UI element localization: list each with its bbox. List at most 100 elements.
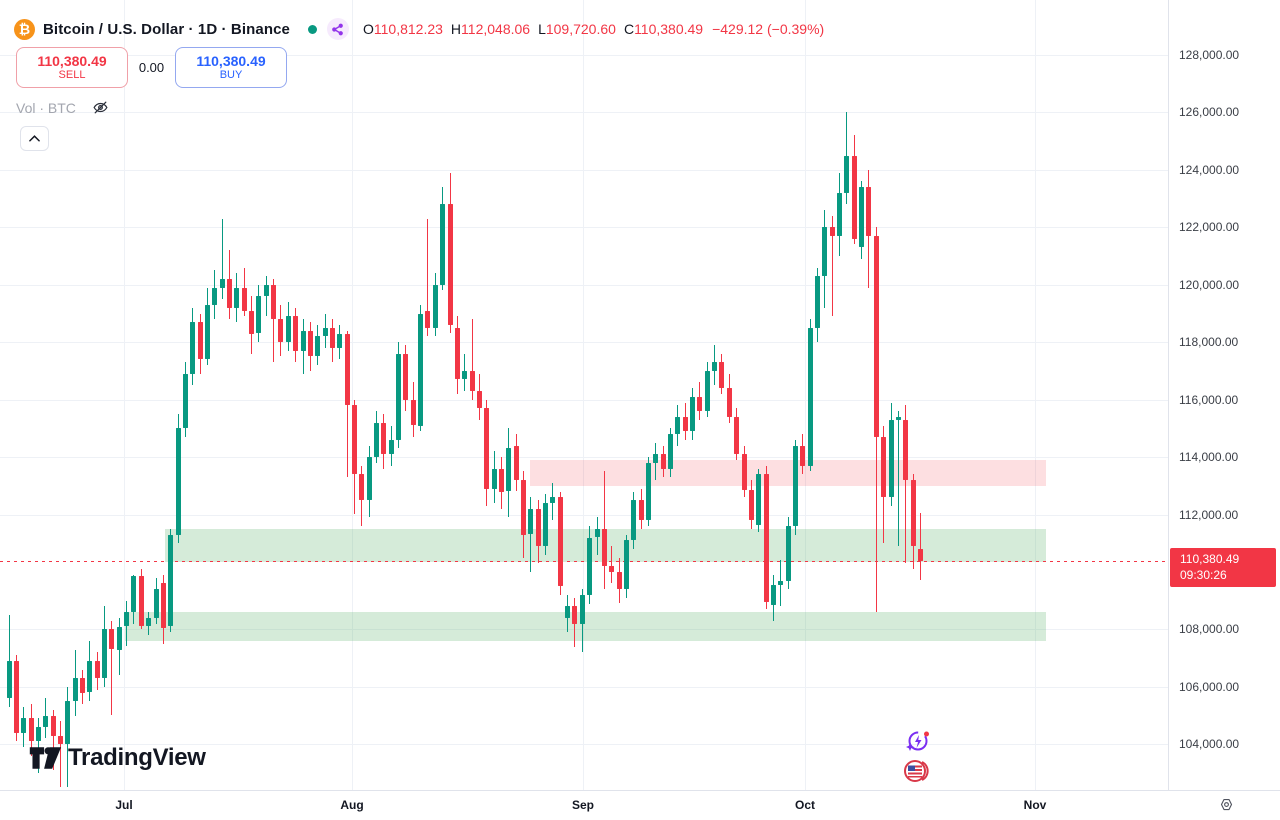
candle: [322, 327, 328, 337]
candle: [484, 408, 490, 489]
candle: [447, 204, 453, 325]
candle: [168, 534, 174, 627]
candle: [609, 566, 615, 572]
ai-event-icon[interactable]: [904, 728, 931, 760]
candle: [623, 540, 629, 590]
eye-off-icon[interactable]: [92, 99, 109, 116]
candle-wick: [905, 405, 907, 564]
open-label: O: [362, 21, 374, 37]
candle: [234, 287, 240, 308]
axis-settings-gear-icon[interactable]: [1219, 797, 1234, 817]
candle: [785, 526, 791, 581]
current-price-tag: 110,380.49 09:30:26: [1170, 548, 1276, 588]
month-label: Oct: [794, 798, 816, 812]
candle: [13, 660, 19, 733]
candle: [359, 474, 365, 501]
candle: [572, 606, 578, 624]
candle: [778, 580, 784, 585]
candle: [50, 715, 56, 736]
candle: [138, 576, 144, 627]
candle: [756, 474, 762, 525]
candle: [888, 419, 894, 498]
candle: [866, 187, 872, 236]
candle: [807, 327, 813, 466]
candle: [344, 333, 350, 406]
price-tick-label: 124,000.00: [1179, 162, 1240, 177]
candle: [227, 279, 232, 308]
candle: [565, 606, 571, 618]
candle: [72, 678, 78, 702]
candle: [690, 396, 695, 432]
candle: [903, 419, 909, 480]
candle: [197, 322, 203, 360]
candle: [800, 445, 806, 466]
price-tick-label: 112,000.00: [1179, 507, 1239, 522]
share-icon[interactable]: [326, 18, 349, 40]
h-gridline: [0, 686, 1168, 688]
spread-value: 0.00: [138, 60, 165, 75]
low-label: L: [538, 21, 546, 37]
h-gridline: [0, 399, 1168, 401]
candle: [403, 353, 409, 400]
resistance-zone[interactable]: [530, 459, 1046, 486]
candle: [241, 287, 247, 311]
h-gridline: [0, 342, 1168, 344]
support-zone[interactable]: [125, 612, 1046, 641]
v-gridline: [1035, 0, 1036, 790]
current-price-dotted-line: [0, 561, 1168, 562]
sell-button[interactable]: 110,380.49 SELL: [16, 47, 128, 88]
v-gridline: [805, 0, 806, 790]
candle: [822, 227, 828, 277]
collapse-panel-button[interactable]: [20, 126, 49, 151]
candle: [80, 678, 85, 693]
candle: [307, 330, 313, 357]
time-axis[interactable]: Jul Aug Sep Oct Nov: [0, 790, 1280, 820]
candle: [337, 333, 343, 348]
candle: [837, 192, 842, 236]
candle: [535, 508, 541, 546]
candle: [579, 594, 585, 624]
us-flag-event-icon[interactable]: [902, 757, 930, 790]
candle: [910, 480, 916, 547]
candlestick-chart[interactable]: [0, 0, 1168, 790]
symbol-title[interactable]: Bitcoin / U.S. Dollar · 1D · Binance: [43, 20, 290, 38]
candle: [102, 629, 107, 679]
price-tick-label: 122,000.00: [1179, 220, 1240, 235]
candle-wick: [221, 218, 223, 300]
bitcoin-icon: ₿: [14, 18, 35, 40]
candle: [153, 589, 159, 618]
candle: [859, 187, 865, 248]
change-value: −429.12 (−0.39%): [712, 21, 825, 37]
candle-wick: [471, 319, 473, 400]
h-gridline: [0, 457, 1168, 458]
price-tick-label: 120,000.00: [1179, 277, 1240, 292]
candle: [506, 448, 512, 492]
candle: [175, 428, 181, 535]
price-axis[interactable]: 128,000.00 126,000.00 124,000.00 122,000.00…: [1168, 0, 1280, 790]
tradingview-watermark: TradingView: [28, 744, 206, 772]
candle: [204, 304, 210, 360]
candle: [271, 284, 277, 320]
candle: [704, 370, 710, 412]
month-label: Nov: [1023, 798, 1047, 812]
candle: [160, 583, 166, 628]
candle: [719, 362, 725, 389]
candle: [124, 612, 130, 627]
candle-wick: [611, 546, 613, 584]
candle: [410, 399, 416, 426]
candle: [315, 336, 321, 357]
candle: [726, 388, 732, 417]
buy-button[interactable]: 110,380.49 BUY: [175, 47, 287, 88]
v-gridline: [352, 0, 353, 790]
candle: [454, 327, 460, 380]
candle: [65, 701, 71, 745]
h-gridline: [0, 744, 1168, 746]
h-gridline: [0, 112, 1168, 114]
candle: [734, 416, 740, 455]
low-value: 109,720.60: [545, 21, 616, 37]
candle: [381, 422, 387, 455]
candle: [293, 316, 299, 351]
candle: [770, 584, 776, 605]
candle: [917, 548, 923, 561]
